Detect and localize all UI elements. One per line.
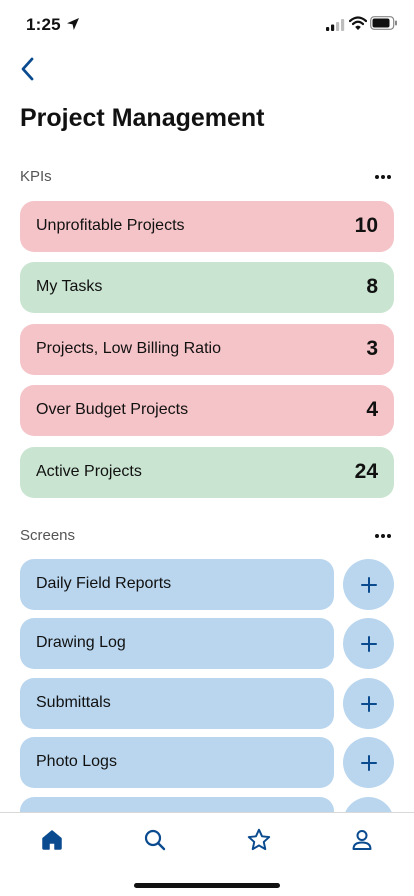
screen-row-drawing-log: Drawing Log bbox=[20, 618, 394, 669]
add-daily-field-report-button[interactable] bbox=[343, 559, 394, 610]
plus-icon bbox=[360, 576, 377, 593]
kpi-label: Projects, Low Billing Ratio bbox=[36, 340, 221, 357]
add-submittal-button[interactable] bbox=[343, 678, 394, 729]
tab-search[interactable] bbox=[141, 827, 169, 853]
home-indicator bbox=[134, 883, 280, 888]
star-icon bbox=[247, 828, 271, 851]
kpi-label: Unprofitable Projects bbox=[36, 217, 185, 234]
screen-label: Daily Field Reports bbox=[36, 575, 172, 592]
screen-item-photo-logs[interactable]: Photo Logs bbox=[20, 737, 334, 788]
screen-row-photo-logs: Photo Logs bbox=[20, 737, 394, 788]
add-drawing-log-button[interactable] bbox=[343, 618, 394, 669]
kpi-value: 4 bbox=[366, 398, 378, 421]
kpi-label: Active Projects bbox=[36, 463, 142, 480]
tab-favorites[interactable] bbox=[245, 827, 273, 853]
screens-more-button[interactable] bbox=[372, 527, 394, 545]
screen-label: Photo Logs bbox=[36, 753, 117, 770]
kpi-card-active-projects[interactable]: Active Projects 24 bbox=[20, 447, 394, 498]
location-arrow-icon bbox=[67, 18, 79, 30]
chevron-left-icon bbox=[21, 57, 34, 81]
screen-row-submittals: Submittals bbox=[20, 678, 394, 729]
status-time: 1:25 bbox=[26, 15, 61, 34]
kpi-card-unprofitable-projects[interactable]: Unprofitable Projects 10 bbox=[20, 201, 394, 252]
plus-icon bbox=[360, 754, 377, 771]
kpi-card-over-budget-projects[interactable]: Over Budget Projects 4 bbox=[20, 385, 394, 436]
kpi-value: 10 bbox=[354, 214, 378, 237]
screens-section-header: Screens bbox=[20, 525, 394, 547]
kpi-label: Over Budget Projects bbox=[36, 401, 189, 418]
kpi-card-low-billing-ratio[interactable]: Projects, Low Billing Ratio 3 bbox=[20, 324, 394, 375]
screen-item-drawing-log[interactable]: Drawing Log bbox=[20, 618, 334, 669]
wifi-icon bbox=[349, 16, 367, 30]
tab-bar bbox=[0, 812, 414, 896]
cellular-signal-icon bbox=[326, 19, 345, 31]
tab-home[interactable] bbox=[38, 827, 66, 853]
kpi-card-my-tasks[interactable]: My Tasks 8 bbox=[20, 262, 394, 313]
tab-profile[interactable] bbox=[348, 827, 376, 853]
page-title: Project Management bbox=[20, 104, 265, 132]
battery-icon bbox=[370, 16, 397, 30]
person-icon bbox=[352, 830, 372, 850]
screen-item-daily-field-reports[interactable]: Daily Field Reports bbox=[20, 559, 334, 610]
plus-icon bbox=[360, 695, 377, 712]
kpi-value: 8 bbox=[366, 275, 378, 298]
screen-label: Submittals bbox=[36, 694, 111, 711]
kpi-value: 3 bbox=[366, 337, 378, 360]
more-horizontal-icon bbox=[375, 534, 391, 538]
kpi-label: My Tasks bbox=[36, 278, 103, 295]
kpi-value: 24 bbox=[354, 460, 378, 483]
screen-row-daily-field-reports: Daily Field Reports bbox=[20, 559, 394, 610]
add-photo-log-button[interactable] bbox=[343, 737, 394, 788]
screen-item-submittals[interactable]: Submittals bbox=[20, 678, 334, 729]
search-icon bbox=[144, 829, 166, 851]
screens-section-title: Screens bbox=[20, 527, 76, 544]
home-icon bbox=[42, 830, 62, 850]
back-button[interactable] bbox=[12, 54, 42, 84]
kpis-section-title: KPIs bbox=[20, 168, 52, 185]
more-horizontal-icon bbox=[375, 175, 391, 179]
kpis-section-header: KPIs bbox=[20, 166, 394, 188]
plus-icon bbox=[360, 635, 377, 652]
status-bar: 1:25 bbox=[0, 0, 414, 50]
screen-label: Drawing Log bbox=[36, 634, 126, 651]
kpis-more-button[interactable] bbox=[372, 168, 394, 186]
